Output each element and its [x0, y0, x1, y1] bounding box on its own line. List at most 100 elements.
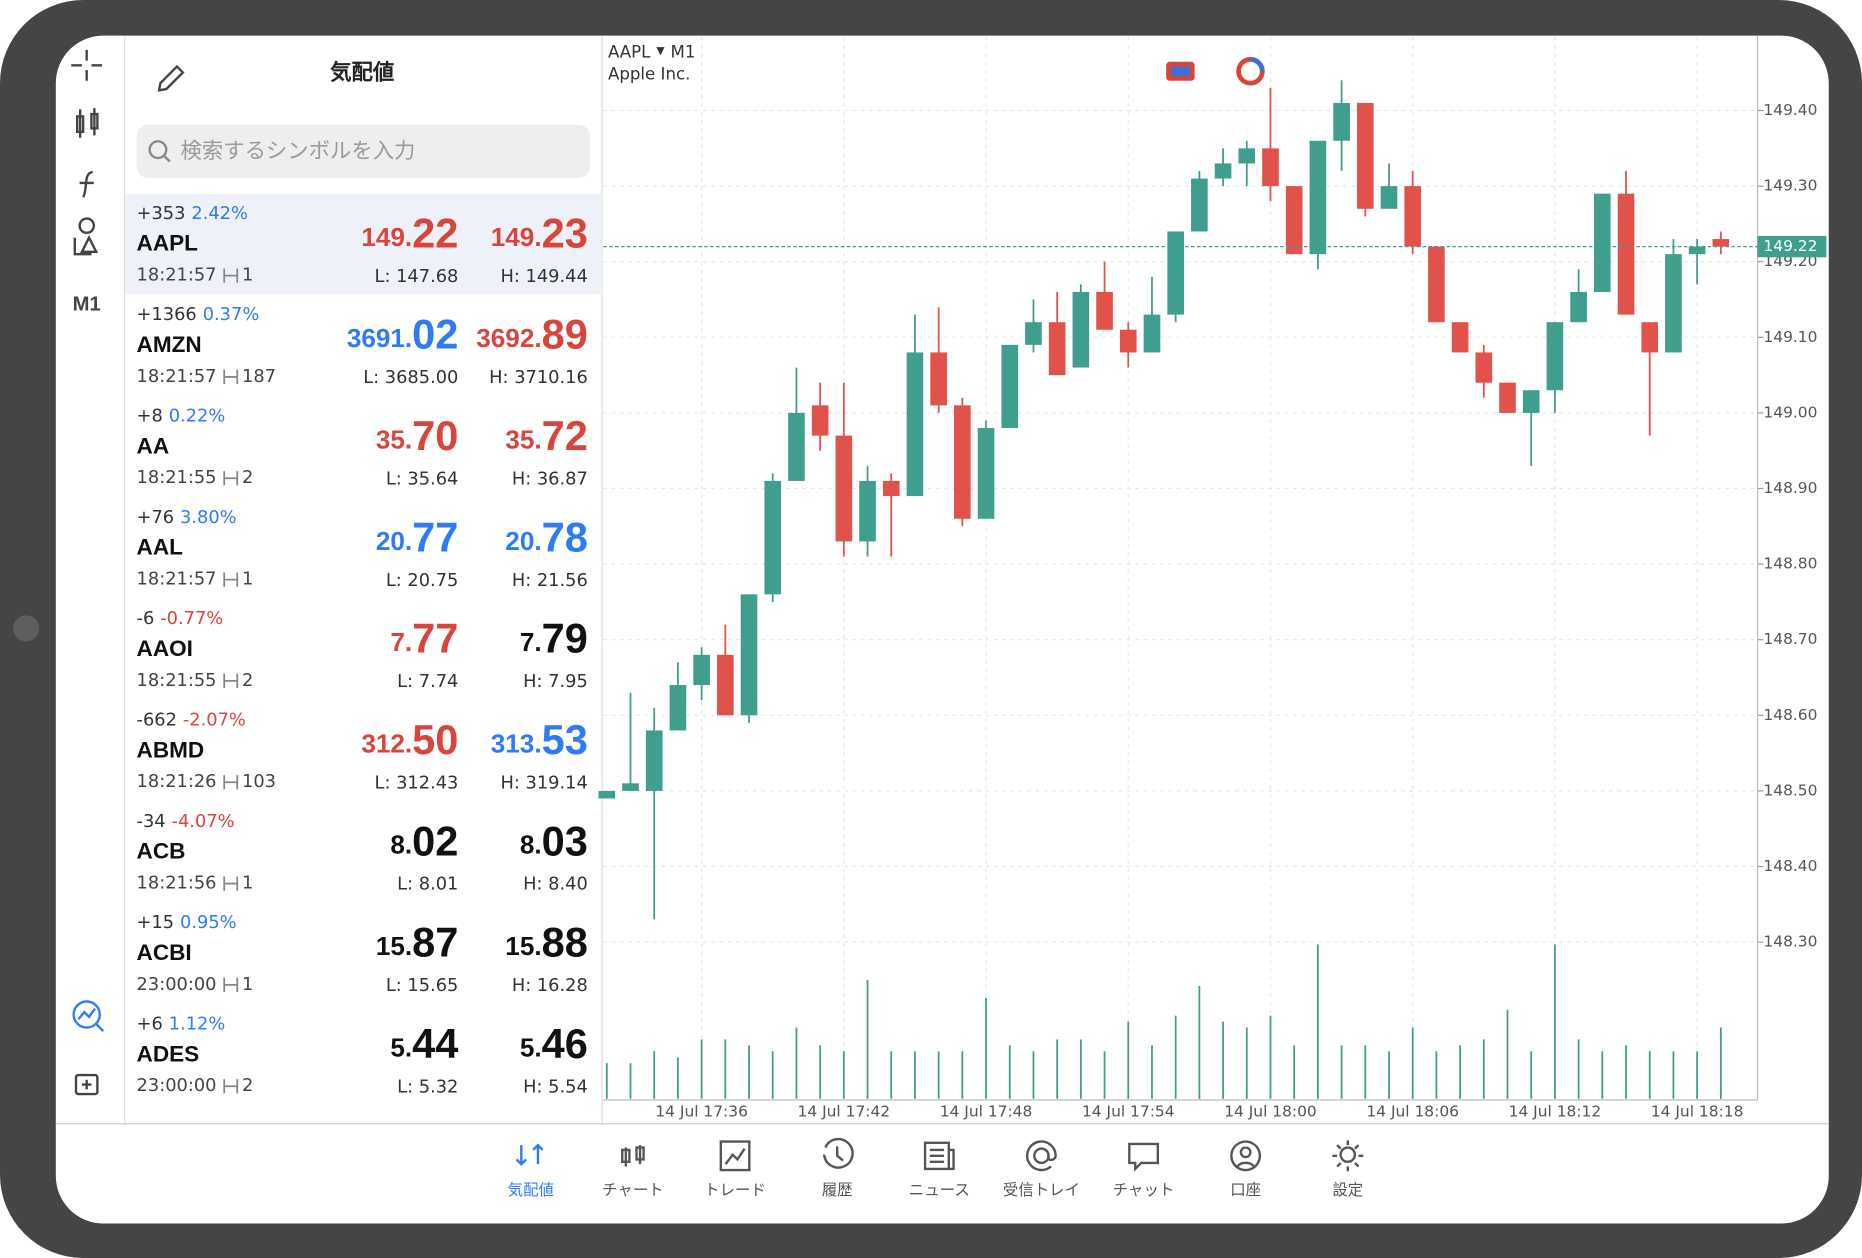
- bid-price: 7.77: [390, 615, 458, 662]
- y-tick-label: 148.70: [1763, 630, 1817, 648]
- bid-price: 3691.02: [347, 311, 459, 358]
- candle-body: [1428, 246, 1445, 323]
- tab-icon: [719, 1140, 751, 1172]
- chart-symbol[interactable]: AAPL ▼ M1: [608, 42, 695, 61]
- tab[interactable]: ニュース: [909, 1141, 970, 1199]
- change: +353 2.42%: [137, 203, 248, 224]
- bid-tail: 22: [412, 209, 458, 256]
- candle-body: [1617, 193, 1635, 315]
- watchlist-row[interactable]: +1366 0.37%AMZN 18:21:57 187 3691.02 3692.89 L…: [137, 304, 588, 388]
- time: 18:21:57: [137, 265, 217, 286]
- tab[interactable]: チャット: [1113, 1142, 1175, 1199]
- candle-body: [1072, 291, 1090, 368]
- tab[interactable]: チャート: [602, 1145, 664, 1199]
- quote-time: 18:21:55: [137, 467, 217, 488]
- ask-price: 149.23: [491, 209, 588, 256]
- tab-icon: [1332, 1140, 1364, 1172]
- change: +76 3.80%: [137, 507, 237, 528]
- tab-icon: [822, 1137, 854, 1169]
- ask-tail: 72: [542, 412, 588, 459]
- bid-price: 149.22: [361, 209, 458, 256]
- tab[interactable]: 口座: [1230, 1140, 1261, 1199]
- search-box[interactable]: [136, 124, 591, 179]
- low: L: 8.01: [397, 874, 458, 895]
- ask-tail: 23: [542, 209, 588, 256]
- time: 18:21:57: [137, 366, 217, 387]
- tab[interactable]: トレード: [704, 1140, 766, 1199]
- change-points: -34: [137, 811, 166, 832]
- tab[interactable]: 履歴: [822, 1137, 854, 1199]
- candle-body: [859, 480, 876, 542]
- change: +6 1.12%: [137, 1013, 226, 1034]
- low: L: 35.64: [386, 468, 459, 489]
- candle-body: [1546, 322, 1564, 391]
- change: +1366 0.37%: [137, 304, 260, 325]
- spread-icon: [223, 673, 239, 689]
- change-percent: -0.77%: [160, 608, 223, 629]
- timeframe-button[interactable]: M1: [73, 294, 101, 316]
- bid-tail: 77: [412, 513, 458, 560]
- low: L: 3685.00: [363, 367, 458, 388]
- bid-tail: 50: [412, 716, 458, 763]
- time: 18:21:56: [137, 873, 217, 894]
- crosshair-icon[interactable]: [71, 49, 103, 81]
- x-tick-label: 14 Jul 18:18: [1651, 1102, 1744, 1120]
- tab-label: 口座: [1230, 1181, 1261, 1199]
- candle-body: [1096, 291, 1113, 330]
- bid-tail: 02: [412, 817, 458, 864]
- low: L: 15.65: [386, 975, 459, 996]
- chart-type-icon[interactable]: [76, 108, 99, 138]
- low: L: 5.32: [397, 1076, 458, 1097]
- symbol: AA: [137, 433, 170, 458]
- add-window-icon[interactable]: [74, 1073, 99, 1096]
- tab[interactable]: 気配値: [508, 1143, 554, 1199]
- edit-icon[interactable]: [157, 64, 185, 92]
- candle-body: [1688, 246, 1706, 255]
- candle-body: [622, 783, 639, 791]
- change-percent: -4.07%: [172, 811, 235, 832]
- change: +15 0.95%: [137, 912, 237, 933]
- candle-body: [1712, 239, 1730, 247]
- tab[interactable]: 受信トレイ: [1003, 1140, 1080, 1199]
- bid-tail: 87: [412, 919, 458, 966]
- candle-body: [669, 685, 687, 731]
- watchlist-row[interactable]: -662 -2.07% ABMD 18:21:26 103 312.50 313.53 L: …: [137, 709, 588, 793]
- bid-price: 35.70: [376, 412, 459, 459]
- x-tick-label: 14 Jul 17:48: [940, 1102, 1033, 1120]
- candle-body: [1404, 186, 1422, 247]
- objects-icon[interactable]: [73, 217, 99, 256]
- change-points: +76: [137, 507, 175, 528]
- candle-body: [882, 480, 900, 497]
- ask-price: 7.79: [520, 615, 588, 662]
- quote-time: 18:21:55: [137, 670, 217, 691]
- candle-body: [906, 352, 924, 497]
- high: H: 8.40: [523, 874, 588, 895]
- change: -34 -4.07%: [137, 811, 235, 832]
- candle-body: [1333, 102, 1350, 141]
- bid-head: 15.: [376, 931, 412, 961]
- bid-price: 5.44: [390, 1020, 458, 1067]
- row-highlight: [125, 193, 603, 295]
- candle-body: [1522, 390, 1540, 413]
- high: H: 36.87: [512, 468, 588, 489]
- symbol: ADES: [137, 1041, 200, 1066]
- candle-body: [1285, 186, 1303, 255]
- change-percent: 1.12%: [169, 1013, 226, 1034]
- candle-body: [645, 730, 663, 791]
- change-points: -6: [137, 608, 155, 629]
- analytics-icon[interactable]: [72, 1000, 105, 1032]
- ask-tail: 79: [542, 615, 588, 662]
- tab[interactable]: 設定: [1332, 1140, 1364, 1199]
- tick-count: 2: [242, 1075, 253, 1096]
- tick-count: 2: [242, 670, 253, 691]
- quote-time: 18:21:57: [137, 265, 217, 286]
- bid-price: 20.77: [376, 513, 459, 560]
- spread-icon: [223, 268, 239, 283]
